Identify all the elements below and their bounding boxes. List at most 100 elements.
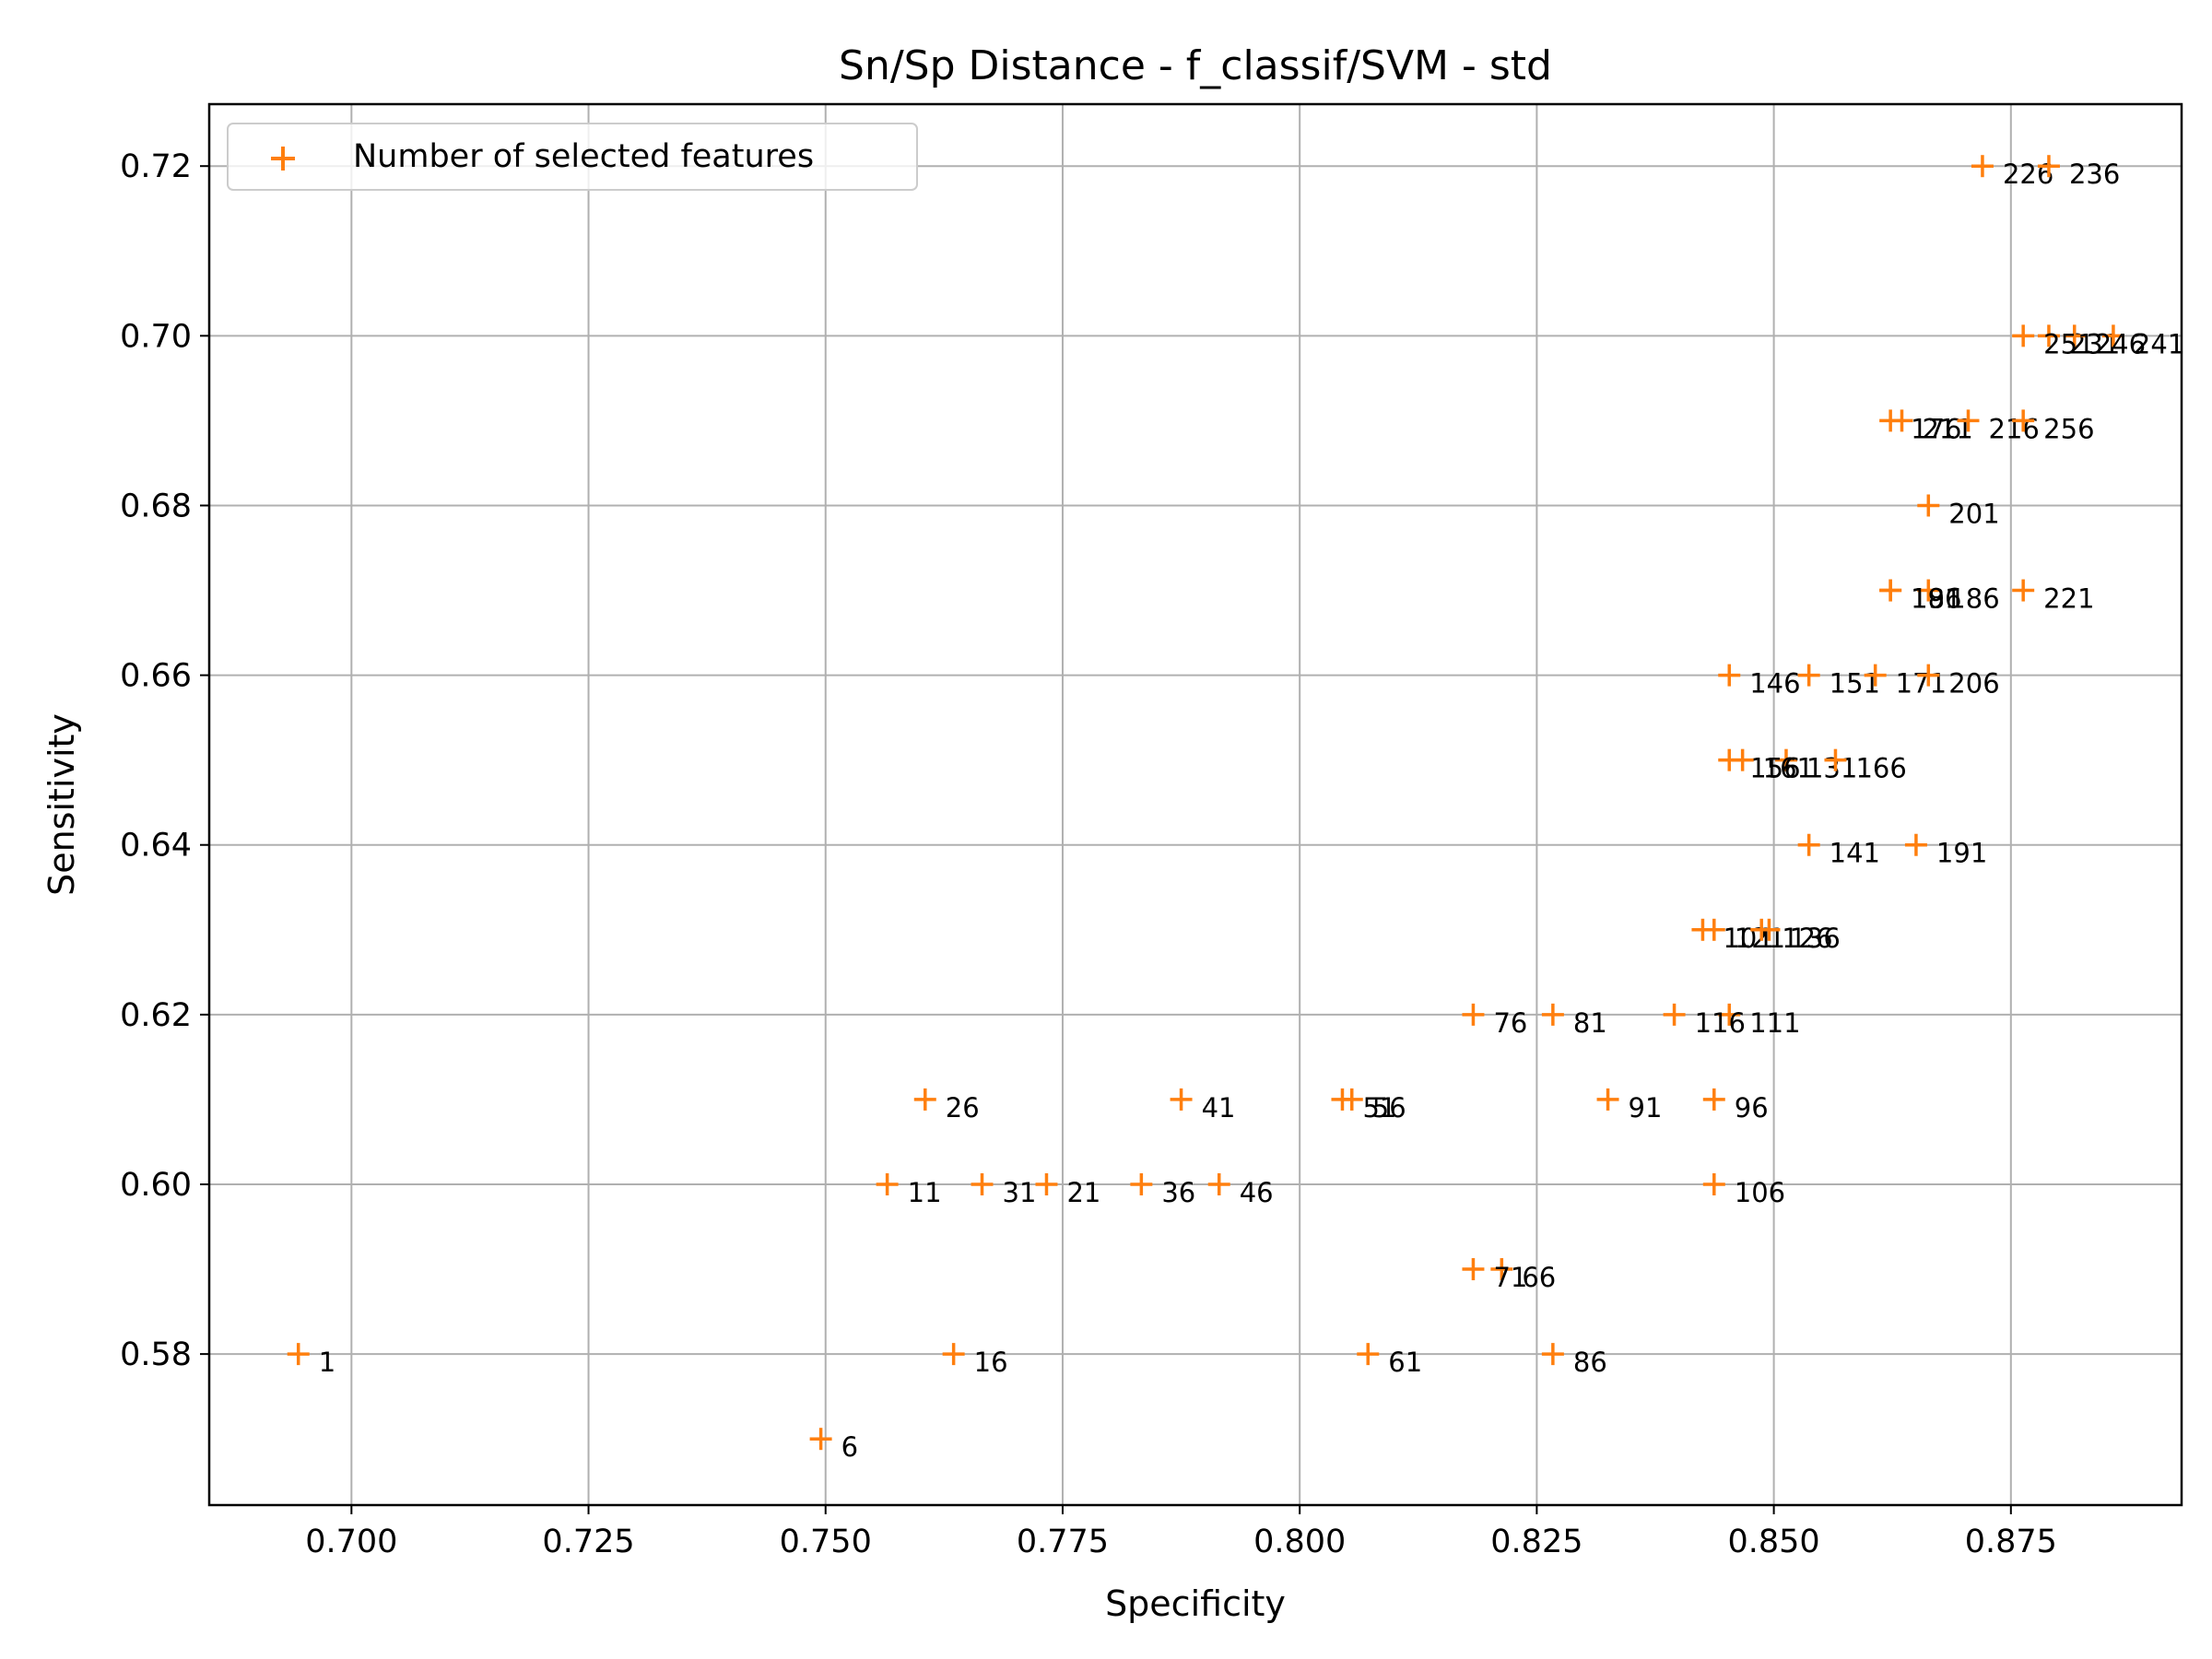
data-point	[809, 1428, 832, 1451]
data-point	[876, 1172, 899, 1195]
data-point	[1170, 1088, 1193, 1111]
data-point-label: 51	[1362, 1092, 1396, 1124]
data-point	[1596, 1088, 1619, 1111]
data-point	[1130, 1172, 1153, 1195]
data-point	[1917, 579, 1940, 602]
x-tick-label: 0.850	[1727, 1524, 1819, 1560]
data-point	[2063, 324, 2086, 347]
data-point-label: 126	[1782, 923, 1832, 954]
data-point-label: 166	[1855, 753, 1906, 784]
data-point-label: 101	[1723, 923, 1773, 954]
x-tick-label: 0.775	[1017, 1524, 1109, 1560]
data-point-label: 171	[1896, 668, 1947, 700]
data-point-label: 81	[1573, 1007, 1607, 1039]
y-tick-label: 0.60	[120, 1167, 192, 1204]
data-point-label: 61	[1388, 1347, 1422, 1378]
data-point	[1462, 1003, 1485, 1026]
y-tick-label: 0.70	[120, 318, 192, 355]
data-point	[913, 1088, 936, 1111]
data-point-label: 256	[2043, 413, 2094, 444]
legend-marker	[271, 147, 295, 171]
data-point	[1541, 1003, 1564, 1026]
data-point-label: 16	[974, 1347, 1008, 1378]
data-point-label: 111	[1749, 1007, 1800, 1039]
data-point	[1207, 1172, 1230, 1195]
legend-box	[227, 123, 918, 191]
data-point-label: 41	[1202, 1092, 1236, 1124]
legend: Number of selected features	[227, 123, 918, 191]
data-point-label: 86	[1573, 1347, 1607, 1378]
grid	[209, 104, 2182, 1505]
data-point-label: 216	[1989, 413, 2040, 444]
data-point	[1340, 1088, 1363, 1111]
data-point	[1702, 1088, 1725, 1111]
data-point-label: 46	[1240, 1177, 1274, 1208]
data-point-label: 181	[1911, 583, 1961, 615]
data-point-label: 206	[1948, 668, 1999, 700]
data-point-label: 36	[1161, 1177, 1195, 1208]
data-point-label: 176	[1911, 413, 1961, 444]
data-point-label: 231	[2069, 328, 2120, 359]
data-point	[1035, 1172, 1058, 1195]
data-point	[1731, 748, 1754, 771]
data-point-label: 91	[1629, 1092, 1663, 1124]
data-point	[1490, 1258, 1513, 1281]
x-tick-label: 0.875	[1965, 1524, 2057, 1560]
data-point-label: 56	[1372, 1092, 1406, 1124]
data-point	[1797, 833, 1820, 856]
data-point	[1864, 664, 1887, 687]
data-point-label: 221	[2043, 583, 2094, 615]
y-tick-label: 0.72	[120, 148, 192, 185]
data-point	[1797, 664, 1820, 687]
y-tick-label: 0.62	[120, 997, 192, 1034]
data-point-label: 236	[2069, 159, 2120, 190]
data-point-label: 211	[1922, 413, 1972, 444]
data-point-label: 6	[841, 1431, 858, 1463]
x-tick-label: 0.725	[542, 1524, 634, 1560]
data-point-label: 146	[1749, 668, 1800, 700]
data-point	[2037, 324, 2060, 347]
x-tick-label: 0.750	[780, 1524, 872, 1560]
data-point	[2012, 409, 2035, 432]
data-point-label: 131	[1806, 753, 1857, 784]
x-axis-label: Specificity	[1105, 1583, 1286, 1624]
data-point-label: 156	[1749, 753, 1800, 784]
data-point-label: 21	[1066, 1177, 1100, 1208]
data-point	[971, 1172, 994, 1195]
data-point	[1462, 1258, 1485, 1281]
data-point	[942, 1343, 965, 1366]
data-point	[1824, 748, 1847, 771]
data-point-label: 186	[1948, 583, 1999, 615]
data-point	[1758, 918, 1781, 941]
data-point	[1702, 918, 1725, 941]
data-point	[1904, 833, 1927, 856]
data-point	[2101, 324, 2124, 347]
data-point-label: 141	[1830, 838, 1880, 869]
data-point	[1890, 409, 1913, 432]
data-point	[1957, 409, 1980, 432]
y-tick-label: 0.68	[120, 488, 192, 524]
data-point-label: 251	[2043, 328, 2094, 359]
data-point-label: 11	[908, 1177, 942, 1208]
y-tick-label: 0.66	[120, 658, 192, 695]
chart-title: Sn/Sp Distance - f_classif/SVM - std	[839, 42, 1552, 89]
data-point	[1774, 748, 1797, 771]
data-point-label: 161	[1763, 753, 1814, 784]
data-point	[1971, 155, 1994, 178]
data-point-label: 71	[1493, 1262, 1527, 1293]
legend-label: Number of selected features	[353, 138, 814, 175]
data-point-label: 226	[2003, 159, 2053, 190]
data-point-label: 201	[1948, 498, 1999, 529]
data-point	[2012, 324, 2035, 347]
data-point	[1663, 1003, 1686, 1026]
y-axis-label: Sensitivity	[41, 713, 82, 896]
y-tick-label: 0.58	[120, 1336, 192, 1373]
axis-ticks: 0.700 0.725 0.750 0.775 0.800 0.825 0.850 0.875…	[120, 148, 2057, 1560]
data-point-label: 241	[2134, 328, 2184, 359]
data-point-label: 116	[1695, 1007, 1746, 1039]
x-tick-label: 0.800	[1253, 1524, 1346, 1560]
data-point	[1357, 1343, 1380, 1366]
